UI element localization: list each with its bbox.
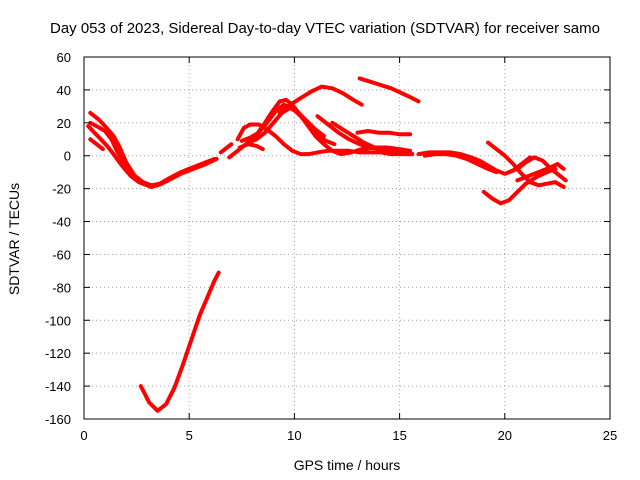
series-line-arc-22 xyxy=(515,162,566,183)
grid xyxy=(84,57,610,419)
plot-frame xyxy=(83,56,611,420)
x-tick-label: 20 xyxy=(498,428,512,443)
y-tick-label: -40 xyxy=(52,215,71,230)
x-tick-label: 5 xyxy=(186,428,193,443)
x-axis-label: GPS time / hours xyxy=(294,457,401,473)
y-tick-label: -120 xyxy=(45,346,71,361)
x-tick-label: 0 xyxy=(80,428,87,443)
x-tick-label: 15 xyxy=(392,428,406,443)
series-line-arc-03 xyxy=(88,137,105,152)
y-tick-label: -80 xyxy=(52,280,71,295)
y-axis-label: SDTVAR / TECUs xyxy=(6,183,22,295)
series-line-arc-02 xyxy=(88,120,213,189)
series-line-arc-06 xyxy=(218,142,234,155)
series-line-arc-21 xyxy=(507,155,568,183)
series-line-arc-19 xyxy=(481,166,558,206)
series-line-arc-07 xyxy=(235,122,415,157)
series-line-arc-15 xyxy=(355,129,413,137)
series-line-arc-11 xyxy=(237,142,265,152)
y-tick-label: -60 xyxy=(52,247,71,262)
series-line-arc-12 xyxy=(277,84,364,115)
y-tick-label: -140 xyxy=(45,379,71,394)
y-tick-label: 60 xyxy=(57,50,71,65)
chart-title: Day 053 of 2023, Sidereal Day-to-day VTE… xyxy=(50,20,600,37)
y-tick-label: 40 xyxy=(57,83,71,98)
y-tick-label: 0 xyxy=(64,149,71,164)
y-tick-label: 20 xyxy=(57,116,71,131)
y-tick-label: -20 xyxy=(52,182,71,197)
series-line-arc-18 xyxy=(422,152,499,175)
series-line-arc-16 xyxy=(357,76,421,104)
x-tick-label: 10 xyxy=(287,428,301,443)
series-line-arc-05 xyxy=(138,270,221,413)
x-tick-label: 25 xyxy=(603,428,617,443)
y-tick-label: -100 xyxy=(45,313,71,328)
axis-ticks: 0 5 10 15 20 25 -160 -140 -120 -100 -80 -60 -40 -20 0 2… xyxy=(45,50,617,443)
series-group xyxy=(86,76,568,413)
y-tick-label: -160 xyxy=(45,412,71,427)
series-line-arc-04 xyxy=(86,124,219,188)
series-line-arc-14 xyxy=(330,120,408,157)
